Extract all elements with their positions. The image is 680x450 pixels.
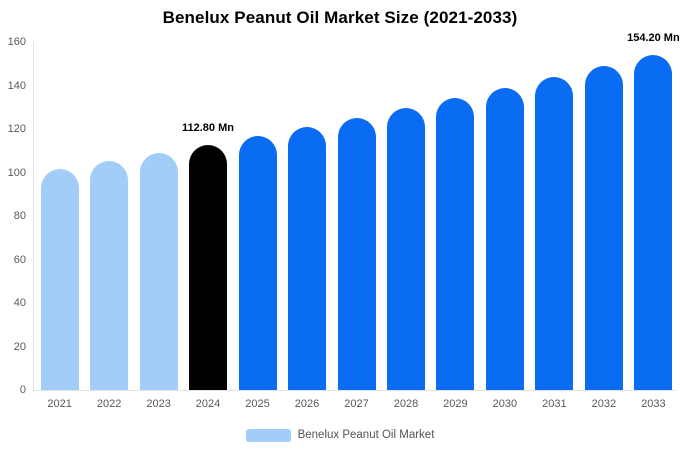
y-tick-label: 0: [19, 384, 26, 396]
x-axis-label-2021: 2021: [47, 398, 72, 410]
y-tick-label: 60: [13, 253, 26, 266]
chart-title: Benelux Peanut Oil Market Size (2021-203…: [162, 8, 518, 27]
bar-2030[interactable]: [485, 87, 524, 390]
y-tick-label: 140: [7, 79, 26, 92]
x-axis-label-2026: 2026: [294, 398, 320, 410]
x-axis-label-2031: 2031: [542, 398, 567, 410]
x-axis-label-2029: 2029: [443, 398, 468, 410]
y-tick-label: 40: [13, 297, 26, 309]
legend[interactable]: Benelux Peanut Oil Market: [0, 428, 680, 442]
bar-2026[interactable]: [288, 127, 326, 390]
bar-2024[interactable]: [189, 144, 227, 390]
x-axis-label-2023: 2023: [146, 398, 171, 410]
x-axis-label-2022: 2022: [96, 398, 122, 410]
x-axis-label-2024: 2024: [195, 398, 221, 410]
y-axis-line: [33, 42, 34, 390]
x-axis-label-2032: 2032: [591, 398, 617, 410]
y-tick-label: 120: [7, 123, 26, 135]
y-tick-label: 80: [13, 210, 26, 222]
bar-2033[interactable]: [634, 54, 673, 390]
data-label-2024: 112.80 Mn: [182, 121, 234, 134]
x-axis-label-2027: 2027: [344, 398, 369, 410]
y-tick-label: 100: [7, 166, 26, 179]
bar-2032[interactable]: [584, 66, 623, 390]
y-tick-label: 160: [7, 36, 26, 48]
bar-2031[interactable]: [535, 77, 574, 390]
legend-swatch: [245, 428, 291, 442]
x-axis-label-2025: 2025: [245, 398, 270, 410]
legend-label: Benelux Peanut Oil Market: [297, 429, 435, 441]
bar-2022[interactable]: [90, 161, 129, 390]
bar-2023[interactable]: [139, 153, 178, 390]
x-axis-label-2030: 2030: [492, 398, 518, 410]
bar-2027[interactable]: [337, 117, 376, 390]
bar-2029[interactable]: [436, 98, 475, 390]
x-axis-baseline: [33, 390, 676, 391]
data-label-2033: 154.20 Mn: [627, 31, 680, 44]
x-axis-label-2033: 2033: [641, 398, 666, 410]
y-tick-label: 20: [13, 340, 26, 353]
bar-2025[interactable]: [238, 136, 277, 390]
x-axis-label-2028: 2028: [393, 398, 419, 410]
bar-2021[interactable]: [40, 169, 79, 390]
bar-2028[interactable]: [387, 108, 425, 390]
